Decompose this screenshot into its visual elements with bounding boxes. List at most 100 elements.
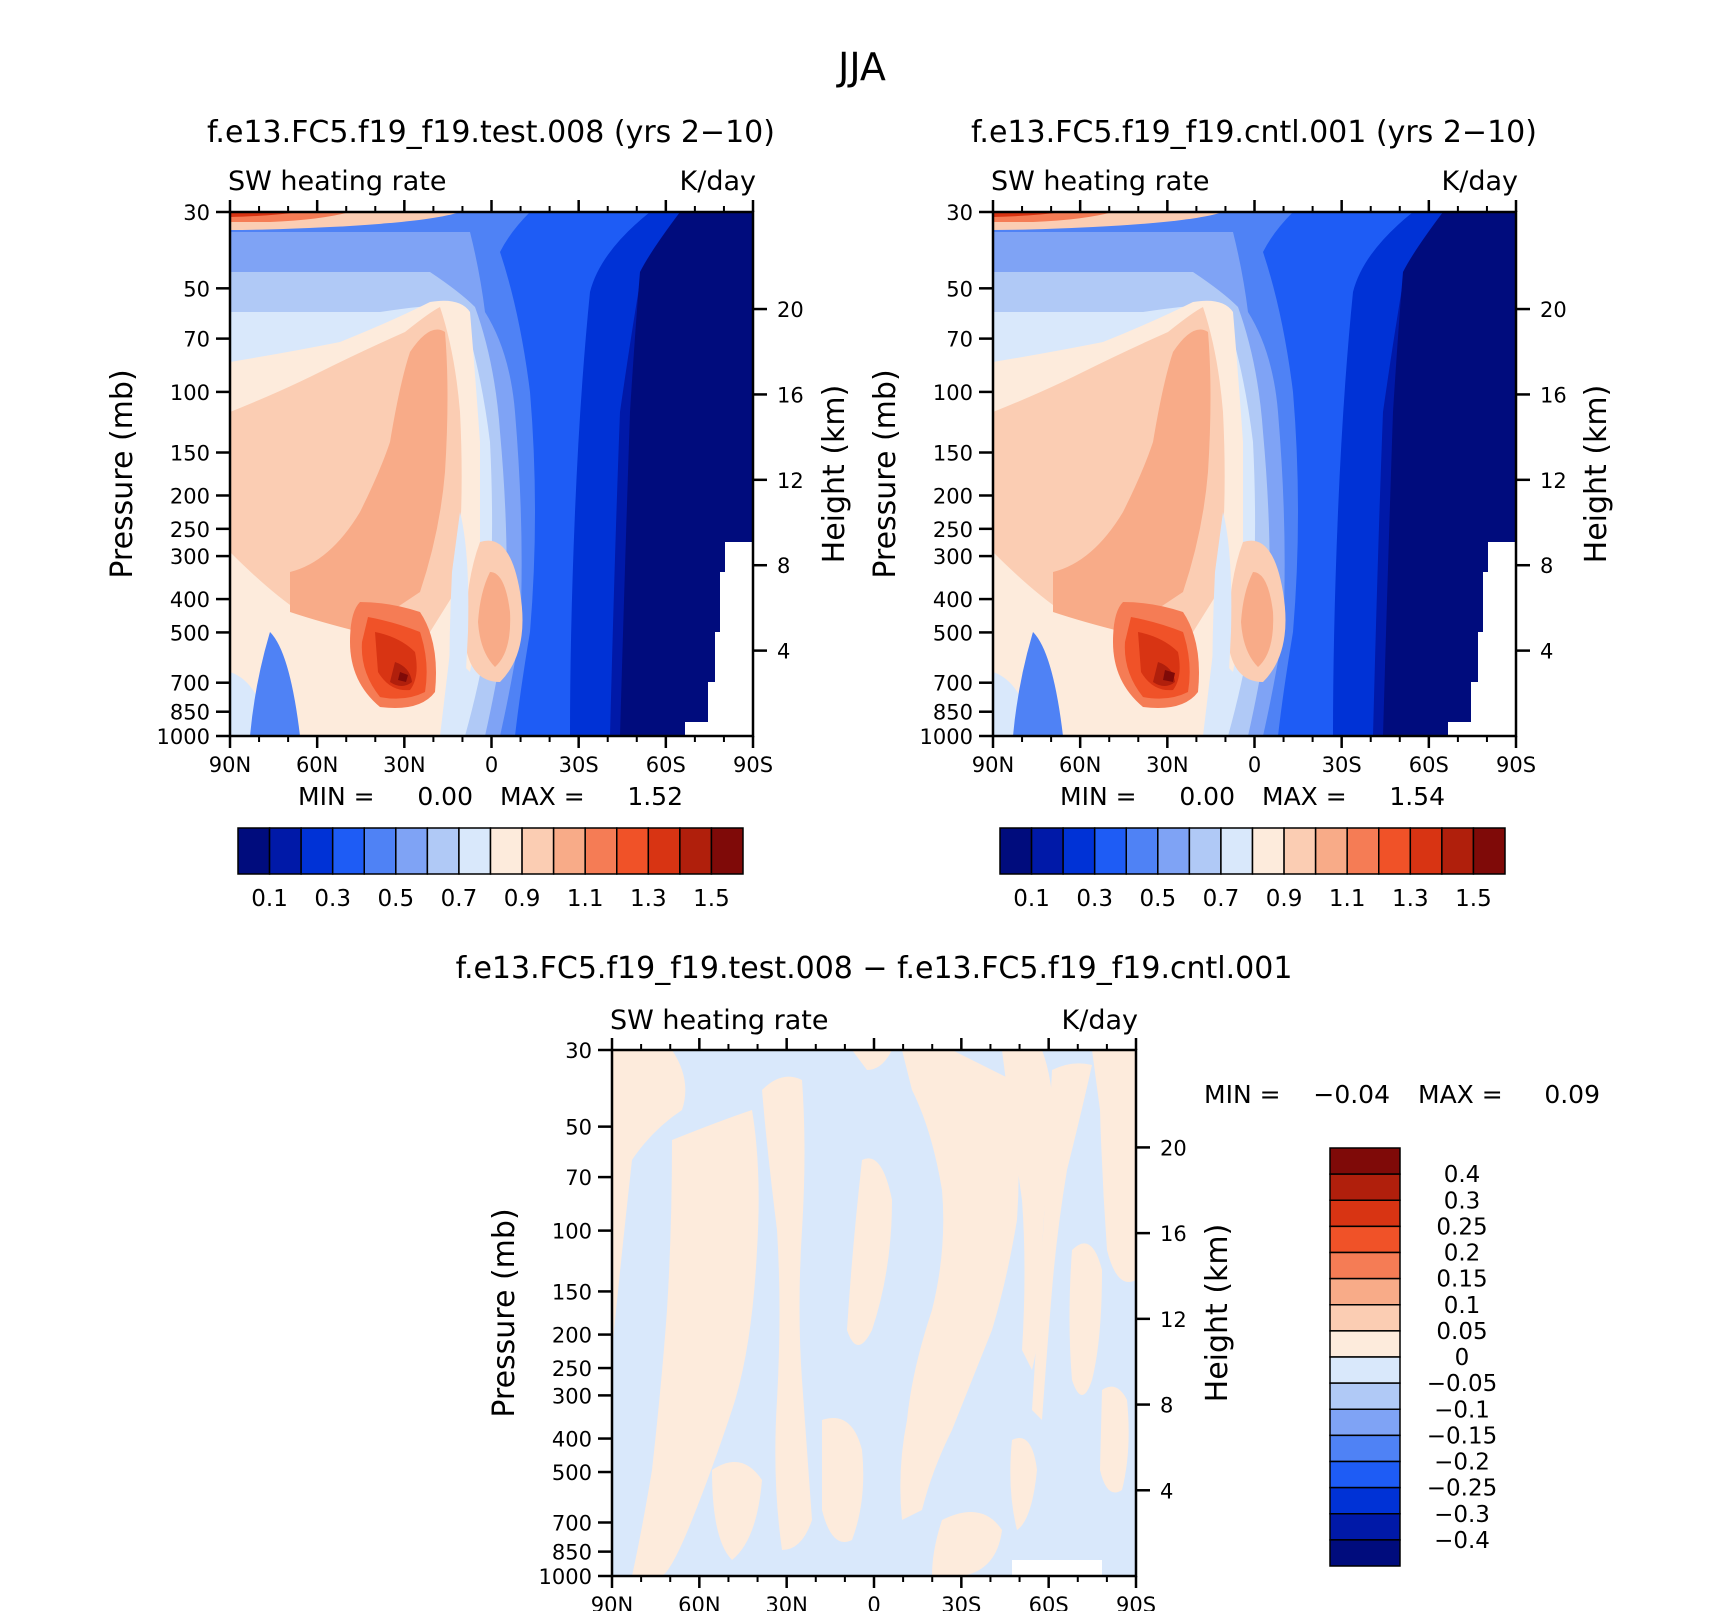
colorbar-swatch [489, 827, 523, 875]
y2-axis-label: Height (km) [817, 385, 852, 564]
y-axis-label: Pressure (mb) [487, 1208, 522, 1417]
latitude-tick-label: 90S [1116, 1593, 1156, 1611]
colorbar-swatch [1329, 1460, 1401, 1489]
latitude-tick-label: 90S [733, 753, 773, 777]
latitude-tick-label: 0 [1248, 753, 1261, 777]
colorbar-swatch [1378, 827, 1412, 875]
colorbar-swatch [331, 827, 365, 875]
pressure-tick-label: 70 [183, 328, 210, 352]
y2-axis-label: Height (km) [1200, 1224, 1235, 1403]
max-label: MAX = [1418, 1080, 1503, 1109]
colorbar-label: 0.1 [1444, 1293, 1481, 1319]
height-tick-label: 4 [1540, 640, 1553, 664]
pressure-tick-label: 250 [552, 1357, 592, 1381]
latitude-tick-label: 60S [646, 753, 686, 777]
colorbar-label: −0.4 [1434, 1528, 1490, 1554]
pressure-tick-label: 700 [170, 672, 210, 696]
panel-test: f.e13.FC5.f19_f19.test.008 (yrs 2−10) SW… [105, 115, 852, 912]
pressure-tick-label: 1000 [920, 725, 973, 749]
panel-subtitle-right: K/day [1062, 1005, 1138, 1036]
pressure-tick-label: 30 [946, 201, 973, 225]
height-tick-label: 20 [777, 298, 804, 322]
height-tick-label: 4 [777, 640, 790, 664]
colorbar-swatch [1329, 1225, 1401, 1254]
pressure-tick-label: 1000 [539, 1565, 592, 1589]
pressure-tick-label: 700 [933, 672, 973, 696]
latitude-tick-label: 0 [485, 753, 498, 777]
height-tick-label: 12 [1160, 1308, 1187, 1332]
pressure-tick-label: 100 [933, 381, 973, 405]
panel-title: f.e13.FC5.f19_f19.cntl.001 (yrs 2−10) [971, 115, 1537, 150]
latitude-axis: 90N 60N 30N 0 30S 60S 90S [972, 200, 1536, 777]
pressure-tick-label: 500 [552, 1461, 592, 1485]
colorbar-label: 0.3 [1444, 1188, 1481, 1214]
pressure-tick-label: 400 [933, 588, 973, 612]
colorbar-swatch [1030, 827, 1064, 875]
colorbar-swatch [1329, 1304, 1401, 1332]
min-label: MIN = [1204, 1080, 1281, 1109]
panel-control: f.e13.FC5.f19_f19.cntl.001 (yrs 2−10) SW… [868, 115, 1614, 912]
colorbar-swatch [1329, 1147, 1401, 1175]
figure-title: JJA [836, 45, 886, 89]
pressure-tick-label: 250 [933, 518, 973, 542]
latitude-tick-label: 90N [209, 753, 251, 777]
colorbar-label: −0.15 [1427, 1423, 1497, 1449]
colorbar-swatch [1329, 1356, 1401, 1384]
height-axis: 20 16 12 8 4 [753, 298, 804, 664]
pressure-tick-label: 30 [183, 201, 210, 225]
colorbar-swatch [1472, 827, 1506, 875]
colorbar-label: 1.5 [693, 886, 730, 912]
max-value: 1.54 [1389, 782, 1445, 811]
max-label: MAX = [500, 782, 585, 811]
colorbar-swatch [1329, 1513, 1401, 1541]
pressure-tick-label: 500 [933, 621, 973, 645]
colorbar-swatch [1329, 1408, 1401, 1437]
colorbar-swatch [1283, 827, 1317, 875]
colorbar-label: 0.2 [1444, 1241, 1481, 1267]
colorbar: 0.1 0.3 0.5 0.7 0.9 1.1 1.3 1.5 [237, 827, 744, 912]
panel-subtitle-right: K/day [680, 166, 756, 197]
colorbar-label: 0.7 [1203, 886, 1240, 912]
height-tick-label: 12 [1540, 469, 1567, 493]
pressure-tick-label: 150 [933, 442, 973, 466]
colorbar-label: 0.3 [314, 886, 351, 912]
colorbar-label: 0.1 [251, 886, 288, 912]
max-value: 0.09 [1544, 1080, 1600, 1109]
colorbar-label: −0.05 [1427, 1371, 1497, 1397]
panel-title: f.e13.FC5.f19_f19.test.008 (yrs 2−10) [207, 115, 775, 150]
pressure-tick-label: 200 [170, 484, 210, 508]
colorbar-swatch [1329, 1173, 1401, 1201]
panel-subtitle-left: SW heating rate [228, 166, 446, 197]
colorbar-swatch [1314, 827, 1348, 875]
colorbar-swatch [1329, 1434, 1401, 1463]
colorbar-swatch [1125, 827, 1159, 875]
panel-difference: f.e13.FC5.f19_f19.test.008 − f.e13.FC5.f… [456, 951, 1600, 1611]
pressure-tick-label: 50 [183, 277, 210, 301]
colorbar-swatch [1251, 827, 1285, 875]
colorbar-label: 0.5 [1140, 886, 1177, 912]
colorbar-swatch [395, 827, 429, 875]
colorbar-swatch [1329, 1539, 1401, 1567]
latitude-axis: 90N 60N 30N 0 30S 60S 90S [209, 200, 773, 777]
pressure-tick-label: 850 [170, 701, 210, 725]
latitude-tick-label: 60N [296, 753, 338, 777]
height-tick-label: 16 [1160, 1222, 1187, 1246]
colorbar-vertical: 0.40.30.250.20.150.10.050−0.05−0.1−0.15−… [1329, 1147, 1497, 1567]
colorbar-swatch [1093, 827, 1127, 875]
pressure-tick-label: 200 [552, 1324, 592, 1348]
min-value: −0.04 [1313, 1080, 1390, 1109]
max-value: 1.52 [627, 782, 683, 811]
latitude-tick-label: 30N [383, 753, 425, 777]
pressure-tick-label: 50 [946, 277, 973, 301]
pressure-tick-label: 500 [170, 621, 210, 645]
colorbar-swatch [1409, 827, 1443, 875]
height-axis: 20 16 12 8 4 [1136, 1136, 1187, 1503]
colorbar-swatch [1329, 1330, 1401, 1358]
colorbar-label: 0.3 [1076, 886, 1113, 912]
pressure-tick-label: 300 [170, 545, 210, 569]
colorbar-label: 0.5 [378, 886, 415, 912]
